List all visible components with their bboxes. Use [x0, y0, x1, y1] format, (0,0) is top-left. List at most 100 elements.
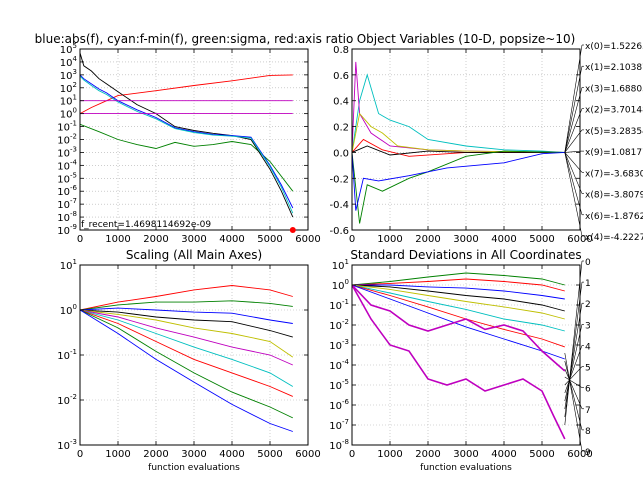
coordinate-label: x(4)=-4.22279: [585, 233, 643, 243]
y-tick-label: 10-4: [57, 158, 77, 172]
y-tick-label: 102: [60, 81, 77, 95]
x-tick-label: 6000: [567, 449, 592, 460]
x-tick-label: 3000: [453, 449, 478, 460]
x-tick-label: 6000: [295, 449, 320, 460]
y-tick-label: 10-3: [329, 338, 349, 352]
x-tick-label: 0: [77, 449, 83, 460]
y-tick-label: 10-4: [329, 358, 349, 372]
y-tick-label: 10-6: [329, 398, 349, 412]
series-line-7: [352, 151, 565, 211]
coordinate-label: 6: [585, 385, 591, 395]
series-line-2: [352, 278, 565, 292]
y-tick-label: 10-1: [57, 120, 77, 134]
y-tick-label: 10-5: [57, 171, 77, 185]
series-line-4: [80, 309, 293, 338]
chart-title: Object Variables (10-D, popsize~10): [357, 32, 576, 46]
y-tick-label: 101: [60, 258, 77, 272]
x-tick-label: 4000: [491, 234, 516, 245]
x-tick-label: 1000: [377, 234, 402, 245]
y-tick-label: 100: [332, 278, 349, 292]
panel-2: 0 1000 2000 3000 4000 5000 6000 -0.6 -0.4 -0.2 0.0…: [329, 32, 643, 245]
y-tick-label: 10-1: [329, 298, 349, 312]
x-tick-label: 2000: [415, 449, 440, 460]
chart-title: Scaling (All Main Axes): [126, 248, 262, 262]
series-line-1: [352, 272, 565, 286]
annotation: f_recent=1.4698114692e-09: [81, 220, 211, 230]
series-line-9: [352, 284, 566, 372]
series-line-10: [80, 309, 293, 432]
y-tick-label: 0.4: [333, 97, 349, 108]
series-line-9: [80, 309, 293, 419]
chart-title: blue:abs(f), cyan:f-min(f), green:sigma,…: [35, 32, 354, 46]
y-tick-label: 10-7: [329, 418, 349, 432]
series-line-3: [352, 112, 565, 153]
y-tick-label: 10-2: [329, 318, 349, 332]
series-line-5: [352, 284, 565, 320]
end-marker: [289, 227, 296, 233]
series-line-1: [352, 73, 565, 153]
coordinate-label: 8: [585, 427, 591, 437]
x-tick-label: 4000: [219, 449, 244, 460]
x-tick-label: 2000: [415, 234, 440, 245]
y-tick-label: 10-2: [57, 133, 77, 147]
y-tick-label: 0.2: [333, 123, 349, 134]
x-tick-label: 2000: [143, 234, 168, 245]
series-line-6: [352, 284, 565, 332]
y-tick-label: 10-8: [329, 438, 349, 452]
series-line-8: [80, 309, 293, 397]
x-tick-label: 0: [349, 234, 355, 245]
series-line-2: [80, 300, 293, 311]
series-line-6: [80, 309, 293, 366]
y-tick-label: -0.2: [329, 174, 349, 185]
coordinate-label: x(9)=1.08177: [585, 148, 643, 158]
series-line-1: [80, 74, 293, 114]
x-tick-label: 1000: [105, 234, 130, 245]
x-axis-label: function evaluations: [420, 463, 512, 473]
x-tick-label: 6000: [567, 234, 592, 245]
series-line-5: [80, 309, 294, 358]
y-tick-label: 10-8: [57, 210, 77, 224]
x-axis-label: function evaluations: [148, 463, 240, 473]
y-tick-label: -0.4: [329, 200, 349, 211]
x-tick-label: 3000: [453, 234, 478, 245]
y-tick-label: 100: [60, 107, 77, 121]
y-tick-label: 10-3: [57, 438, 77, 452]
coordinate-label: 0: [585, 258, 591, 268]
x-tick-label: 3000: [181, 449, 206, 460]
y-tick-label: 0.8: [333, 45, 349, 56]
y-tick-label: 10-1: [57, 348, 77, 362]
x-tick-label: 5000: [257, 449, 282, 460]
y-tick-label: 10-9: [57, 223, 77, 237]
y-tick-label: 105: [60, 42, 77, 56]
chart-title: Standard Deviations in All Coordinates: [350, 248, 581, 262]
panel-1: 0 1000 2000 3000 4000 5000 600010-910-810-710-…: [35, 32, 354, 245]
y-tick-label: 100: [60, 303, 77, 317]
series-line-7: [80, 309, 294, 387]
y-tick-label: 103: [60, 68, 77, 82]
y-tick-label: 10-6: [57, 184, 77, 198]
y-tick-label: -0.6: [329, 226, 349, 237]
series-line-4: [352, 284, 565, 312]
y-tick-label: 10-3: [57, 145, 77, 159]
coordinate-label: x(1)=2.10387: [585, 63, 643, 73]
panel-3: 0 1000 2000 3000 4000 5000 6000 10-3 10-2 10-1 100…: [57, 248, 320, 473]
coordinate-label: x(2)=3.70148: [585, 106, 643, 116]
coordinate-label: 1: [585, 279, 591, 289]
coordinate-label: 4: [585, 342, 591, 352]
series-line-3: [80, 52, 294, 218]
series-line-6: [352, 150, 565, 224]
coordinate-label: x(5)=3.28354: [585, 127, 643, 137]
series-line-10: [352, 284, 566, 440]
coordinate-label: x(6)=-1.87626: [585, 212, 643, 222]
x-tick-label: 3000: [181, 234, 206, 245]
y-tick-label: 0.0: [333, 148, 349, 159]
coordinate-label: 5: [585, 364, 591, 374]
x-tick-label: 0: [77, 234, 83, 245]
x-tick-label: 5000: [529, 234, 554, 245]
series-line-1: [80, 285, 293, 311]
coordinate-label: 3: [585, 321, 591, 331]
y-tick-label: 104: [60, 55, 78, 69]
y-tick-label: 101: [332, 258, 349, 272]
coordinate-label: x(0)=1.52263: [585, 42, 643, 52]
